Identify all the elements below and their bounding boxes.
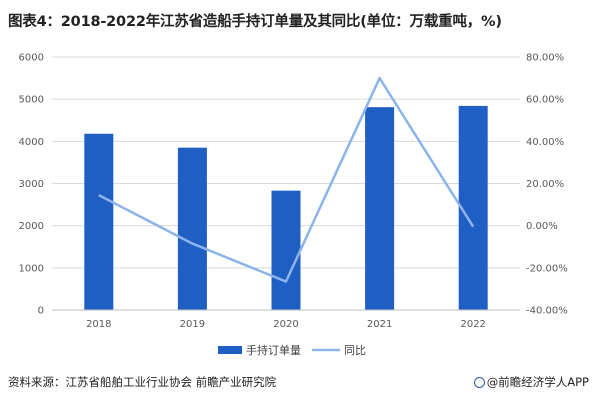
brand-logo-icon — [473, 377, 485, 388]
x-tick-label: 2018 — [86, 319, 111, 330]
right-tick-label: 40.00% — [526, 137, 564, 148]
legend-swatch-bar — [218, 346, 242, 354]
line-series — [98, 76, 475, 283]
source-note: 资料来源：江苏省船舶工业行业协会 前瞻产业研究院 — [8, 375, 277, 389]
x-tick-label: 2020 — [273, 319, 298, 330]
left-tick-label: 2000 — [19, 221, 44, 232]
left-axis: 0 1000 2000 3000 4000 5000 6000 — [19, 53, 44, 317]
bar-2019 — [177, 147, 207, 310]
right-tick-label: -40.00% — [526, 306, 568, 317]
left-tick-label: 0 — [38, 306, 44, 317]
bar-2022 — [458, 105, 488, 310]
bar-2018 — [84, 133, 114, 310]
chart-title: 图表4：2018-2022年江苏省造船手持订单量及其同比(单位：万载重吨，%) — [8, 14, 502, 30]
x-axis: 2018 2019 2020 2021 2022 — [52, 309, 520, 330]
combo-chart: 0 1000 2000 3000 4000 5000 6000 -40.00% -20.00%… — [19, 53, 568, 358]
right-axis: -40.00% -20.00% 0.00% 20.00% 40.00% 60.00% 80.… — [526, 53, 568, 317]
legend: 手持订单量 同比 — [218, 343, 366, 357]
left-tick-label: 5000 — [19, 95, 44, 106]
left-tick-label: 4000 — [19, 137, 44, 148]
right-tick-label: 80.00% — [526, 53, 564, 64]
right-tick-label: 0.00% — [526, 221, 558, 232]
legend-label-bar: 手持订单量 — [246, 343, 301, 357]
bar-2021 — [365, 107, 395, 310]
bar-2020 — [271, 190, 301, 310]
brand-credit: @前瞻经济学人APP — [473, 374, 589, 390]
left-tick-label: 1000 — [19, 263, 44, 274]
brand-text: @前瞻经济学人APP — [486, 375, 589, 389]
right-tick-label: 60.00% — [526, 95, 564, 106]
right-tick-label: 20.00% — [526, 179, 564, 190]
right-tick-label: -20.00% — [526, 263, 568, 274]
x-tick-label: 2022 — [460, 319, 485, 330]
x-tick-label: 2021 — [367, 319, 392, 330]
x-tick-label: 2019 — [180, 319, 205, 330]
left-tick-label: 6000 — [19, 53, 44, 64]
legend-label-line: 同比 — [344, 344, 366, 357]
left-tick-label: 3000 — [19, 179, 44, 190]
bar-series — [84, 105, 488, 310]
